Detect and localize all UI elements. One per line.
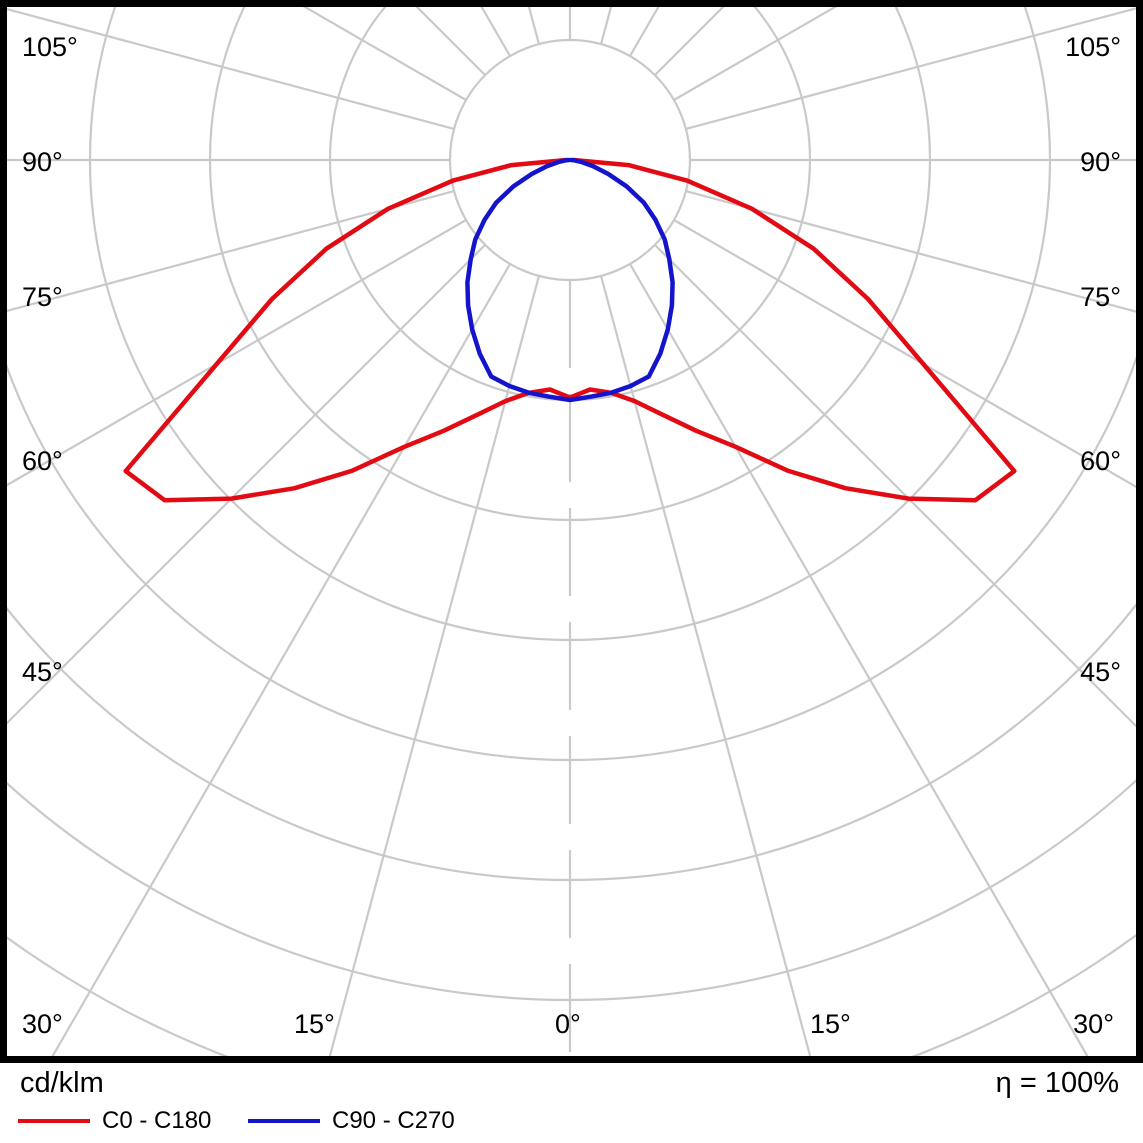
- angle-label: 75°: [1080, 282, 1121, 312]
- intensity-curves: [123, 157, 1017, 503]
- units-label: cd/klm: [20, 1067, 104, 1099]
- plot-border: [0, 0, 1143, 1063]
- plot-background: [0, 0, 1143, 1063]
- curve-c90-c270: [465, 157, 675, 403]
- efficiency-value: η = 100%: [995, 1067, 1119, 1099]
- angle-label: 30°: [1073, 1009, 1114, 1039]
- legend-label-c0-c180: C0 - C180: [102, 1107, 212, 1134]
- grid-ray: [7, 244, 486, 725]
- grid-ray: [7, 8, 455, 131]
- angle-label: 45°: [22, 657, 63, 687]
- c0-c180-line-swatch: [18, 1119, 90, 1123]
- grid-ray: [685, 7, 1136, 131]
- grid-ray: [685, 189, 1136, 313]
- angle-label: 60°: [1080, 446, 1121, 476]
- legend-label-c90-c270: C90 - C270: [332, 1107, 455, 1134]
- grid-ray: [654, 244, 1136, 728]
- angle-label: 15°: [810, 1009, 851, 1039]
- curve-c0-c180: [123, 157, 1017, 503]
- angle-labels: 105° 90° 75° 60° 45° 30° 15° 0° 15° 30° 45° 60° 75° 9…: [22, 32, 1121, 1039]
- grid-ray: [673, 219, 1136, 489]
- angle-label: 15°: [294, 1009, 335, 1039]
- grid-ray: [328, 275, 541, 1056]
- angle-label: 90°: [1080, 147, 1121, 177]
- grid-ray: [629, 263, 1089, 1056]
- grid-ray: [7, 219, 467, 487]
- angle-label: 105°: [22, 32, 78, 62]
- angle-label: 90°: [22, 147, 63, 177]
- angle-label: 75°: [22, 282, 63, 312]
- angle-label: 105°: [1065, 32, 1121, 62]
- legend: cd/klm η = 100% C0 - C180 C90 - C270: [0, 1063, 1143, 1143]
- angle-label: 60°: [22, 446, 63, 476]
- legend-item-c0-c180: C0 - C180: [18, 1107, 211, 1135]
- legend-item-c90-c270: C90 - C270: [248, 1107, 455, 1135]
- angle-label: 0°: [555, 1009, 581, 1039]
- grid-ray: [599, 275, 812, 1056]
- angle-label: 30°: [22, 1009, 63, 1039]
- c90-c270-line-swatch: [248, 1119, 320, 1123]
- grid-ray: [51, 263, 511, 1056]
- photometric-polar-chart: 105° 90° 75° 60° 45° 30° 15° 0° 15° 30° 45° 60° 75° 9…: [0, 0, 1143, 1063]
- grid-ray: [7, 189, 455, 312]
- angle-label: 45°: [1080, 657, 1121, 687]
